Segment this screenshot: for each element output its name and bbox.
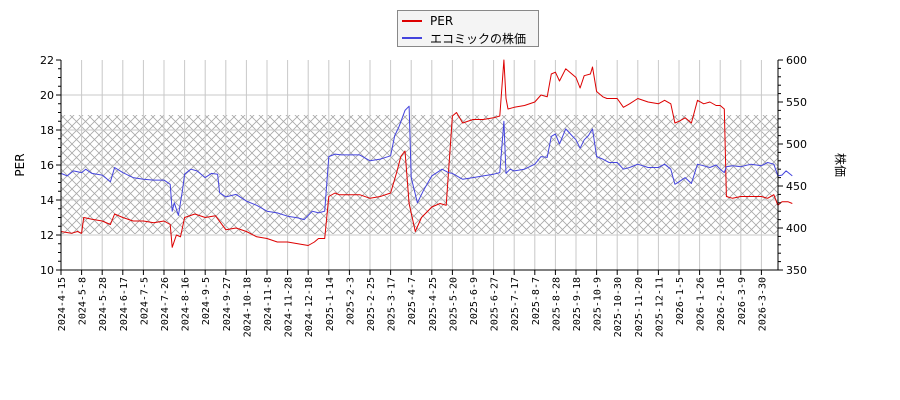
x-tick-label: 2025-7-17 bbox=[510, 277, 521, 331]
x-tick-label: 2025-10-30 bbox=[613, 277, 624, 337]
shaded-band bbox=[61, 115, 778, 234]
legend-item-stock-price: エコミックの株価 bbox=[398, 30, 526, 46]
right-tick-label: 350 bbox=[786, 264, 807, 277]
stock-price-line bbox=[60, 105, 793, 221]
x-tick-label: 2025-3-17 bbox=[387, 277, 398, 331]
x-tick-label: 2025-6-27 bbox=[490, 277, 501, 331]
x-tick-label: 2025-8-28 bbox=[551, 277, 562, 331]
x-tick-label: 2024-8-16 bbox=[181, 277, 192, 331]
x-axis-ticks: 2024-4-15 2024-5-8 2024-5-28 2024-6-17 2024-… bbox=[57, 270, 768, 337]
right-tick-label: 450 bbox=[786, 180, 807, 193]
x-tick-label: 2025-2-25 bbox=[366, 277, 377, 331]
x-tick-label: 2024-11-28 bbox=[284, 277, 295, 337]
left-tick-label: 10 bbox=[40, 264, 54, 277]
x-tick-label: 2024-5-28 bbox=[98, 277, 109, 331]
x-tick-label: 2025-5-20 bbox=[448, 277, 459, 331]
x-tick-label: 2024-4-15 bbox=[57, 277, 68, 331]
left-tick-label: 18 bbox=[40, 124, 54, 137]
x-tick-label: 2025-2-3 bbox=[345, 277, 356, 325]
x-tick-label: 2025-12-11 bbox=[654, 277, 665, 337]
x-tick-label: 2024-6-17 bbox=[119, 277, 130, 331]
x-tick-label: 2025-11-20 bbox=[634, 277, 645, 337]
x-tick-label: 2024-12-18 bbox=[304, 277, 315, 337]
left-axis-title: PER bbox=[13, 153, 27, 176]
legend: PER エコミックの株価 bbox=[397, 10, 539, 47]
legend-label-stock-price: エコミックの株価 bbox=[430, 31, 527, 46]
legend-item-per: PER bbox=[398, 13, 453, 29]
x-tick-label: 2024-10-18 bbox=[242, 277, 253, 337]
legend-label-per: PER bbox=[430, 14, 454, 28]
left-tick-label: 12 bbox=[40, 229, 54, 242]
x-tick-label: 2024-9-27 bbox=[222, 277, 233, 331]
left-tick-label: 22 bbox=[40, 54, 54, 67]
x-tick-label: 2026-1-5 bbox=[675, 277, 686, 325]
right-tick-label: 500 bbox=[786, 138, 807, 151]
left-axis-ticks: 22 20 18 16 14 12 10 bbox=[40, 54, 61, 277]
x-tick-label: 2025-9-18 bbox=[572, 277, 583, 331]
x-tick-label: 2025-10-9 bbox=[593, 277, 604, 331]
x-tick-label: 2025-8-7 bbox=[531, 277, 542, 325]
x-tick-label: 2026-2-16 bbox=[716, 277, 727, 331]
x-tick-label: 2026-1-26 bbox=[696, 277, 707, 331]
legend-swatch-stock-price bbox=[402, 37, 422, 39]
x-tick-label: 2026-3-9 bbox=[737, 277, 748, 325]
x-tick-label: 2025-1-14 bbox=[325, 277, 336, 331]
series-layer bbox=[60, 59, 793, 248]
right-tick-label: 550 bbox=[786, 96, 807, 109]
legend-swatch-per bbox=[402, 20, 422, 22]
x-tick-label: 2026-3-30 bbox=[757, 277, 768, 331]
left-tick-label: 20 bbox=[40, 89, 54, 102]
right-axis-title: 株価 bbox=[833, 153, 848, 177]
right-tick-label: 400 bbox=[786, 222, 807, 235]
x-tick-label: 2024-7-5 bbox=[139, 277, 150, 325]
x-tick-label: 2024-11-8 bbox=[263, 277, 274, 331]
right-tick-label: 600 bbox=[786, 54, 807, 67]
x-tick-label: 2025-4-25 bbox=[428, 277, 439, 331]
left-tick-label: 14 bbox=[40, 194, 54, 207]
x-tick-label: 2025-6-9 bbox=[469, 277, 480, 325]
per-line bbox=[60, 59, 793, 248]
x-tick-label: 2024-7-26 bbox=[160, 277, 171, 331]
x-tick-label: 2025-4-7 bbox=[407, 277, 418, 325]
left-tick-label: 16 bbox=[40, 159, 54, 172]
right-axis-ticks: 600 550 500 450 400 350 bbox=[778, 54, 807, 277]
x-tick-label: 2024-9-5 bbox=[201, 277, 212, 325]
x-tick-label: 2024-5-8 bbox=[78, 277, 89, 325]
plot-area bbox=[60, 59, 793, 271]
